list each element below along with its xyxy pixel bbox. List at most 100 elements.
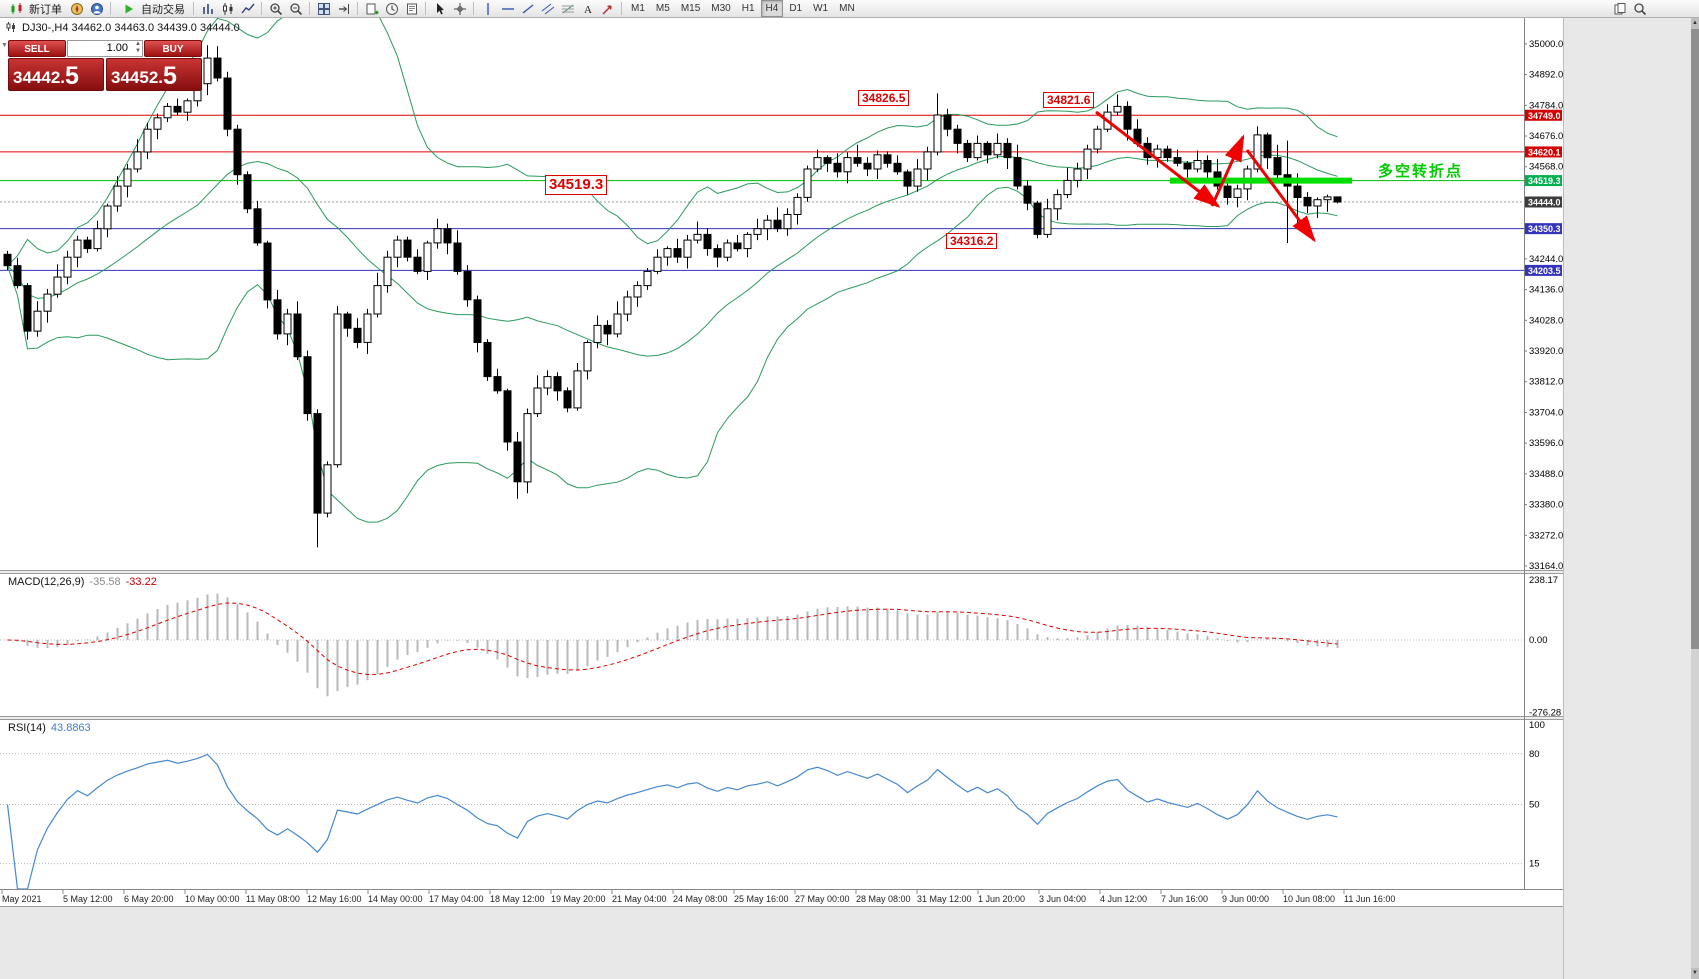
new-chart-icon[interactable] <box>362 1 381 17</box>
macd-main-value: -35.58 <box>89 576 121 588</box>
volume-spinner-icon[interactable]: ▲ ▼ <box>135 41 141 54</box>
main-toolbar: 新订单 自动交易 A M1 M5 M15 M30 H1 H4 D1 W1 MN <box>0 0 1699 18</box>
buy-price-button[interactable]: 34452. 5 <box>106 58 202 91</box>
new-order-button[interactable]: 新订单 <box>3 1 66 17</box>
volume-value: 1.00 <box>106 42 128 54</box>
svg-text:28 May 08:00: 28 May 08:00 <box>856 894 911 904</box>
autotrading-icon <box>119 1 138 17</box>
price-callout[interactable]: 34826.5 <box>858 90 910 106</box>
sell-label-button[interactable]: SELL <box>8 40 66 57</box>
chart-window[interactable]: May 2021 5 May 12:00 6 May 20:00 10 May 00:… <box>0 18 1563 907</box>
mini-chart-icon <box>6 21 17 35</box>
candlestick-chart-icon[interactable] <box>218 1 237 17</box>
autotrading-button[interactable]: 自动交易 <box>115 1 189 17</box>
trendline-icon[interactable] <box>518 1 537 17</box>
macd-histogram <box>16 593 1339 697</box>
toolbar-separator <box>621 2 622 15</box>
buy-label-button[interactable]: BUY <box>144 40 202 57</box>
svg-text:33704.0: 33704.0 <box>1529 407 1563 418</box>
one-click-collapse-icon[interactable]: ▼ <box>1 42 8 49</box>
cursor-icon[interactable] <box>430 1 449 17</box>
toolbar-separator <box>425 2 426 15</box>
svg-text:33488.0: 33488.0 <box>1529 469 1563 480</box>
profile-icon[interactable] <box>87 1 106 17</box>
svg-text:May 2021: May 2021 <box>2 894 42 904</box>
symbol-ohlc-text: DJ30-,H4 34462.0 34463.0 34439.0 34444.0 <box>22 22 240 34</box>
svg-text:34568.0: 34568.0 <box>1529 162 1563 173</box>
price-axis-tags: 34749.0 34620.1 34519.3 34444.0 34350.3 34203… <box>1525 109 1562 276</box>
svg-text:34676.0: 34676.0 <box>1529 131 1563 142</box>
svg-text:A: A <box>584 4 592 16</box>
timeframe-button-h4[interactable]: H4 <box>760 0 784 17</box>
timeframe-button-h1[interactable]: H1 <box>741 3 755 14</box>
arrows-tool-icon[interactable] <box>598 1 617 17</box>
price-axis: 35000.0 34892.0 34784.0 34676.0 34568.0 34244… <box>1524 39 1563 572</box>
macd-indicator-label: MACD(12,26,9) -35.58 -33.22 <box>8 576 157 588</box>
bar-chart-icon[interactable] <box>198 1 217 17</box>
macd-signal-value: -33.22 <box>125 576 157 588</box>
toolbar-separator <box>110 2 111 15</box>
scroll-down-icon[interactable]: ▼ <box>1691 968 1699 979</box>
channel-icon[interactable] <box>538 1 557 17</box>
price-chart-canvas[interactable]: May 2021 5 May 12:00 6 May 20:00 10 May 00:… <box>0 18 1563 906</box>
chart-shift-icon[interactable] <box>334 1 353 17</box>
timeframe-button-m15[interactable]: M15 <box>680 3 701 14</box>
trend-arrows <box>1095 110 1316 243</box>
autotrading-button-label: 自动交易 <box>141 3 185 16</box>
scrollbar-thumb[interactable] <box>1691 29 1699 649</box>
vertical-line-icon[interactable] <box>478 1 497 17</box>
vertical-scrollbar[interactable]: ▲ ▼ <box>1691 18 1699 979</box>
documents-icon[interactable] <box>1610 1 1629 17</box>
horizontal-line-icon[interactable] <box>498 1 517 17</box>
time-axis: May 2021 5 May 12:00 6 May 20:00 10 May 00:… <box>1 889 1395 904</box>
svg-text:34620.1: 34620.1 <box>1528 147 1561 157</box>
toolbar-separator <box>473 2 474 15</box>
svg-text:14 May 00:00: 14 May 00:00 <box>368 894 423 904</box>
timeframe-button-mn[interactable]: MN <box>839 3 855 14</box>
text-tool-icon[interactable]: A <box>578 1 597 17</box>
timeframe-button-m1[interactable]: M1 <box>631 3 645 14</box>
svg-text:34892.0: 34892.0 <box>1529 70 1563 81</box>
line-chart-icon[interactable] <box>238 1 257 17</box>
svg-text:10 May 00:00: 10 May 00:00 <box>185 894 240 904</box>
svg-text:34784.0: 34784.0 <box>1529 100 1563 111</box>
svg-text:6 May 20:00: 6 May 20:00 <box>124 894 174 904</box>
price-callout[interactable]: 34821.6 <box>1043 92 1095 108</box>
compass-icon[interactable] <box>67 1 86 17</box>
svg-text:35000.0: 35000.0 <box>1529 39 1563 50</box>
scroll-up-icon[interactable]: ▲ <box>1691 18 1699 29</box>
timeframe-button-m30[interactable]: M30 <box>711 3 731 14</box>
rsi-line <box>6 753 1338 890</box>
price-callout[interactable]: 34519.3 <box>545 175 608 195</box>
svg-text:18 May 12:00: 18 May 12:00 <box>490 894 545 904</box>
timeframe-button-w1[interactable]: W1 <box>813 3 829 14</box>
svg-text:11 May 08:00: 11 May 08:00 <box>246 894 300 904</box>
new-order-icon <box>7 1 26 17</box>
bollinger-bands <box>7 18 1338 523</box>
price-callout[interactable]: 34316.2 <box>946 233 998 249</box>
crosshair-icon[interactable] <box>450 1 469 17</box>
svg-text:4 Jun 12:00: 4 Jun 12:00 <box>1100 894 1147 904</box>
fibonacci-icon[interactable] <box>558 1 577 17</box>
svg-text:9 Jun 00:00: 9 Jun 00:00 <box>1222 894 1269 904</box>
svg-text:33812.0: 33812.0 <box>1529 377 1563 388</box>
one-click-trading-panel: SELL 1.00 ▲ ▼ BUY 34442. 5 34452. 5 <box>8 40 202 91</box>
timeframe-button-m5[interactable]: M5 <box>655 3 670 14</box>
zoom-out-icon[interactable] <box>286 1 305 17</box>
svg-text:21 May 04:00: 21 May 04:00 <box>612 894 667 904</box>
template-icon[interactable] <box>402 1 421 17</box>
zoom-in-icon[interactable] <box>266 1 285 17</box>
svg-text:17 May 04:00: 17 May 04:00 <box>429 894 484 904</box>
svg-text:34244.0: 34244.0 <box>1529 254 1563 265</box>
sell-price-main: 34442. <box>13 68 65 87</box>
tile-windows-icon[interactable] <box>314 1 333 17</box>
volume-input[interactable]: 1.00 ▲ ▼ <box>67 40 143 57</box>
period-icon[interactable] <box>382 1 401 17</box>
svg-text:34203.5: 34203.5 <box>1528 266 1561 276</box>
toolbar-separator <box>193 2 194 15</box>
search-icon[interactable] <box>1630 1 1649 17</box>
svg-text:12 May 16:00: 12 May 16:00 <box>307 894 362 904</box>
annotation-text[interactable]: 多空转折点 <box>1378 163 1464 180</box>
timeframe-button-d1[interactable]: D1 <box>789 3 803 14</box>
sell-price-button[interactable]: 34442. 5 <box>8 58 104 91</box>
